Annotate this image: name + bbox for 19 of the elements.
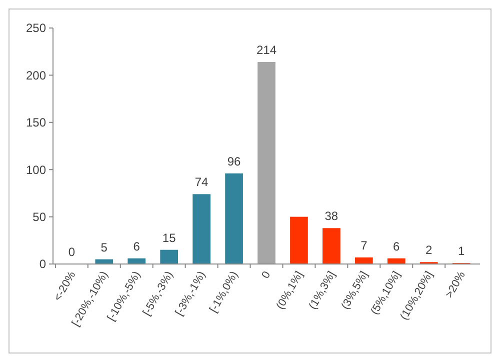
data-label: 2: [426, 243, 433, 258]
data-label: 0: [68, 245, 76, 259]
data-label: 96: [227, 154, 242, 168]
y-tick-label: 200: [26, 68, 46, 82]
data-label: 1: [458, 244, 465, 258]
y-tick-label: 50: [32, 210, 46, 224]
data-label: 15: [162, 230, 176, 245]
y-tick-label: 100: [26, 162, 46, 177]
data-label: 38: [324, 209, 338, 224]
y-tick-label: 0: [39, 257, 46, 272]
data-label: 5: [100, 240, 108, 254]
y-tick-label: 150: [26, 116, 46, 130]
data-label: 7: [360, 238, 368, 252]
data-label: 6: [133, 239, 140, 254]
x-tick-label: 0: [260, 270, 274, 281]
data-label: 74: [194, 175, 209, 190]
y-tick-label: 250: [26, 21, 46, 36]
data-label: 214: [256, 42, 277, 57]
data-label: 6: [393, 239, 400, 254]
